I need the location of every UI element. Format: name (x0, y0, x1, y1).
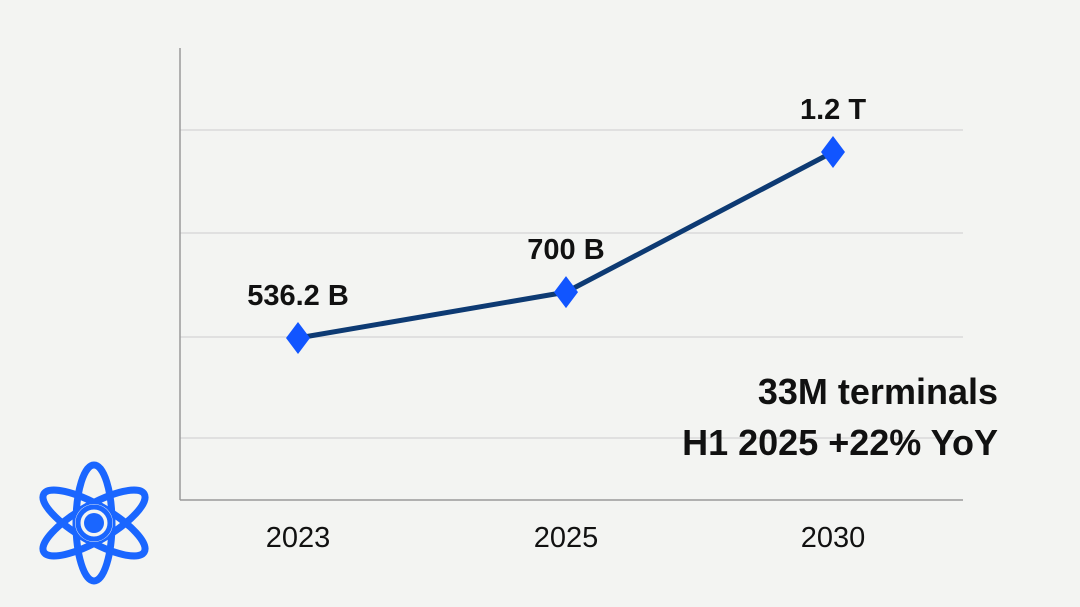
annotation-terminals: 33M terminals (757, 371, 998, 412)
data-point-2023 (286, 322, 310, 354)
atom-icon (39, 461, 149, 585)
data-label-2030: 1.2 T (800, 94, 866, 126)
data-label-2023: 536.2 B (247, 280, 349, 312)
data-point-2025 (554, 276, 578, 309)
x-tick-label: 2030 (801, 522, 866, 554)
x-tick-label: 2023 (266, 522, 331, 554)
data-label-2025: 700 B (527, 234, 604, 266)
x-tick-label: 2025 (534, 522, 599, 554)
data-point-2030 (821, 136, 845, 168)
annotation-yoy: H1 2025 +22% YoY (682, 422, 998, 463)
